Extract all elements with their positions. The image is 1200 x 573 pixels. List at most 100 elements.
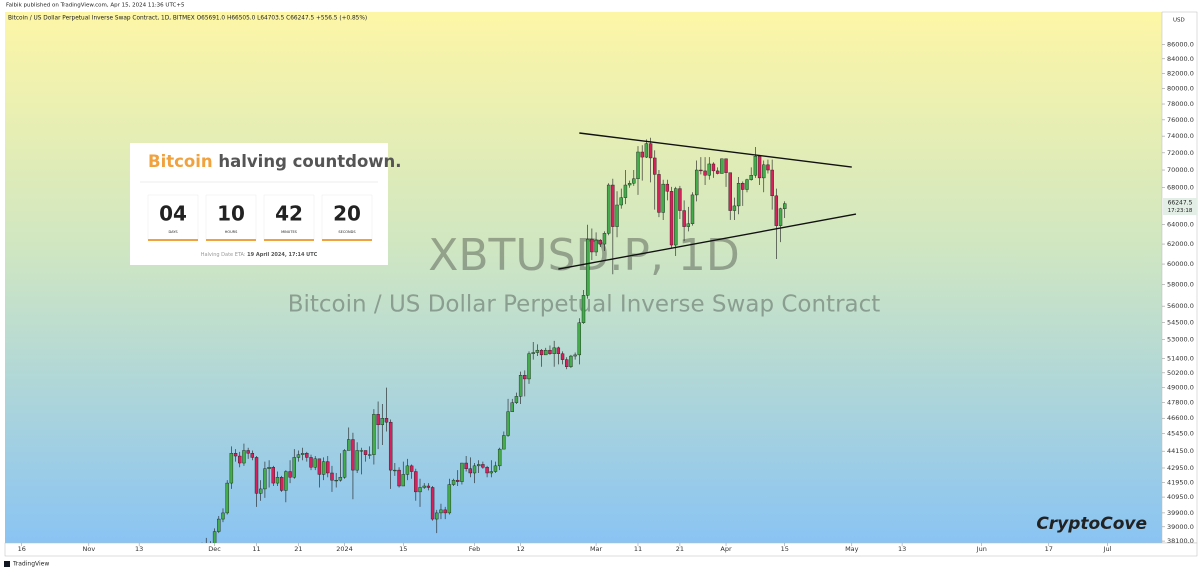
candle-body [661, 183, 665, 213]
logo-mark [4, 561, 10, 567]
y-tick-label: 49000.0 [1167, 384, 1194, 392]
axes: 86000.0 84000.0 82000.0 80000.0 78000.0 76000… [18, 40, 1194, 553]
candle-body [690, 194, 695, 224]
x-tick-label: 13 [135, 545, 143, 553]
candle-body [372, 414, 376, 455]
title-highlight: Bitcoin [148, 152, 213, 171]
plot-area [5, 12, 1162, 543]
candle-body [288, 471, 292, 478]
candle-body [606, 184, 611, 234]
candle-body [254, 457, 259, 494]
card-number: 10 [217, 202, 245, 226]
candle-body [736, 183, 741, 207]
candle-body [745, 179, 749, 190]
candle-body [384, 418, 389, 423]
candle-body [443, 509, 447, 514]
x-tick-label: 15 [399, 545, 407, 553]
candle-body [514, 396, 519, 403]
candle-body [678, 188, 682, 211]
y-tick-label: 38100.0 [1167, 537, 1194, 545]
candle-body [565, 359, 569, 367]
candle-body [527, 353, 531, 380]
card-box [205, 194, 257, 241]
x-tick-label: Feb [469, 545, 481, 553]
candle-body [451, 479, 456, 485]
candle-body [279, 477, 284, 491]
y-tick-label: 56000.0 [1167, 302, 1194, 310]
candle-body [338, 477, 343, 481]
candle-body [229, 453, 234, 484]
candle-body [556, 347, 561, 354]
footer-brand: TradingView [12, 561, 49, 568]
y-tick-label: 39000.0 [1167, 523, 1194, 531]
candle-body [594, 239, 598, 253]
y-tick-label: 82000.0 [1167, 70, 1194, 78]
candle-body [414, 471, 418, 493]
candle-body [351, 439, 355, 471]
widget-eta: Halving Date ETA: 19 April 2024, 17:14 U… [201, 252, 318, 258]
candle-body [644, 143, 649, 158]
candle-body [686, 223, 691, 227]
candle-body [531, 352, 535, 354]
candle-body [347, 439, 351, 451]
card-unit: SECONDS [338, 230, 356, 234]
y-tick-label: 80000.0 [1167, 85, 1194, 93]
bar-countdown: 17:23:18 [1168, 208, 1193, 214]
card: 10 HOURS [205, 194, 257, 241]
eta-label: Halving Date ETA: [201, 252, 246, 258]
y-tick-label: 74000.0 [1167, 132, 1194, 140]
halving-widget: Bitcoin halving countdown. 04 DAYS 10 HO… [130, 143, 402, 265]
candle-body [435, 512, 439, 520]
last-price: 66247.5 [1168, 200, 1193, 207]
candle-body [296, 454, 301, 458]
card: 42 MINUTES [263, 194, 315, 241]
candle-body [602, 233, 607, 245]
y-tick-label: 39900.0 [1167, 509, 1194, 517]
card-accent [264, 239, 314, 241]
x-tick-label: 16 [18, 545, 26, 553]
candle-body [619, 197, 623, 206]
candle-body [292, 457, 296, 478]
currency: USD [1173, 18, 1185, 24]
candle-body [648, 143, 653, 159]
candle-body [401, 474, 405, 487]
candle-body [393, 469, 397, 472]
candles [201, 132, 857, 543]
trendline [579, 132, 852, 168]
last-price-box [1163, 198, 1197, 215]
y-tick-label: 51400.0 [1167, 354, 1194, 362]
y-tick-label: 54500.0 [1167, 319, 1194, 327]
branding: CryptoCove [1036, 514, 1147, 534]
candle-body [766, 164, 770, 171]
y-tick-label: 53000.0 [1167, 336, 1194, 344]
candle-body [598, 239, 602, 245]
candle-body [309, 457, 313, 468]
candle-body [472, 465, 477, 474]
candle-body [447, 484, 452, 514]
candle-body [699, 169, 703, 172]
candle-body [640, 151, 644, 158]
eta-value: 19 April 2024, 17:14 UTC [247, 252, 317, 258]
candle-body [778, 208, 783, 226]
candle-body [552, 347, 556, 354]
x-tick-label: Apr [720, 545, 732, 553]
card-box [321, 194, 373, 241]
candle-body [682, 210, 686, 227]
candle-body [217, 518, 221, 532]
candle-body [707, 163, 711, 176]
candle-body [636, 151, 640, 180]
x-tick-label: 11 [252, 545, 260, 553]
candle-body [657, 174, 661, 213]
candle-body [456, 479, 460, 482]
y-tick-label: 84000.0 [1167, 55, 1194, 63]
trendline [558, 213, 857, 270]
card-unit: MINUTES [281, 230, 298, 234]
candle-body [590, 238, 594, 253]
candle-body [724, 158, 728, 173]
x-tick-label: 17 [1045, 545, 1053, 553]
candle-body [770, 169, 774, 197]
candle-body [632, 178, 636, 184]
candle-body [627, 183, 632, 186]
x-tick-label: 15 [781, 545, 789, 553]
candle-body [720, 158, 724, 174]
